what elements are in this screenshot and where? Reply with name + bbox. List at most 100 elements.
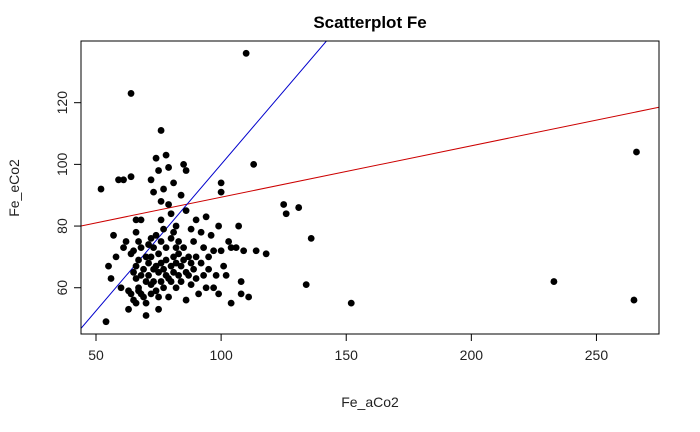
point-0 (97, 185, 105, 193)
point-100 (182, 207, 190, 215)
point-97 (180, 244, 187, 252)
point-112 (192, 275, 200, 282)
point-107 (187, 281, 195, 289)
point-154 (633, 148, 640, 156)
point-147 (282, 210, 290, 218)
point-88 (172, 259, 180, 267)
point-150 (307, 234, 315, 242)
point-51 (152, 154, 160, 162)
point-24 (132, 299, 140, 307)
point-89 (172, 284, 180, 292)
point-43 (147, 234, 155, 242)
point-15 (127, 290, 135, 298)
point-38 (142, 312, 150, 319)
point-72 (162, 256, 170, 264)
point-9 (120, 244, 127, 252)
x-tick-label-200: 200 (460, 347, 484, 363)
point-85 (170, 268, 177, 276)
point-56 (155, 250, 162, 258)
point-67 (160, 225, 167, 233)
point-125 (212, 272, 220, 279)
point-42 (147, 176, 155, 184)
point-123 (210, 247, 218, 255)
point-129 (217, 188, 225, 196)
point-26 (135, 256, 142, 264)
point-36 (142, 278, 150, 285)
point-48 (150, 244, 157, 252)
point-2 (105, 262, 112, 270)
point-4 (110, 231, 117, 239)
x-tick-label-150: 150 (335, 347, 359, 363)
point-79 (167, 234, 175, 242)
point-91 (175, 250, 182, 258)
point-92 (175, 272, 182, 279)
fit-line-2 (81, 41, 328, 329)
y-tick-label-60: 60 (54, 280, 70, 296)
point-117 (200, 272, 208, 279)
point-40 (145, 259, 152, 267)
point-14 (127, 173, 135, 181)
point-132 (222, 272, 230, 279)
point-153 (630, 296, 638, 304)
point-46 (147, 290, 155, 298)
point-109 (190, 265, 197, 273)
point-141 (242, 49, 250, 57)
point-41 (145, 272, 152, 279)
point-71 (162, 244, 170, 252)
point-115 (197, 259, 205, 267)
point-135 (227, 299, 235, 307)
point-152 (550, 278, 558, 285)
point-149 (302, 281, 310, 289)
point-60 (157, 127, 165, 134)
y-tick-label-80: 80 (54, 218, 70, 234)
point-54 (152, 287, 160, 295)
point-126 (215, 222, 223, 230)
point-151 (347, 299, 355, 307)
data-points (97, 49, 640, 326)
point-37 (142, 299, 150, 307)
y-axis: 60 80 100 120 (54, 91, 82, 296)
point-133 (225, 238, 233, 245)
point-29 (137, 216, 145, 224)
point-78 (167, 210, 175, 218)
point-110 (192, 216, 200, 224)
point-127 (215, 290, 223, 298)
point-77 (165, 293, 172, 301)
point-103 (185, 253, 192, 261)
point-130 (217, 247, 225, 255)
point-61 (157, 197, 165, 205)
point-144 (252, 247, 260, 255)
point-81 (167, 278, 175, 285)
point-124 (210, 284, 218, 292)
point-90 (175, 238, 182, 245)
plot-frame (80, 40, 660, 335)
point-7 (117, 284, 125, 292)
point-145 (262, 250, 270, 258)
point-74 (165, 164, 172, 171)
point-68 (160, 265, 167, 273)
point-75 (165, 201, 172, 208)
point-120 (205, 253, 213, 261)
point-21 (132, 228, 140, 236)
point-17 (130, 247, 137, 255)
point-138 (237, 278, 245, 285)
chart-title: Scatterplot Fe (313, 13, 426, 32)
point-47 (150, 188, 157, 196)
point-111 (192, 253, 200, 261)
point-66 (160, 185, 167, 193)
point-22 (132, 262, 140, 270)
point-102 (182, 296, 190, 304)
point-3 (107, 275, 115, 282)
point-5 (112, 253, 120, 261)
point-134 (227, 244, 235, 252)
point-146 (280, 201, 288, 208)
point-84 (170, 253, 177, 261)
point-58 (155, 293, 162, 301)
point-99 (182, 167, 190, 174)
point-105 (187, 225, 195, 233)
point-83 (170, 228, 177, 236)
point-57 (155, 268, 162, 276)
point-39 (145, 241, 152, 248)
point-114 (197, 228, 205, 236)
